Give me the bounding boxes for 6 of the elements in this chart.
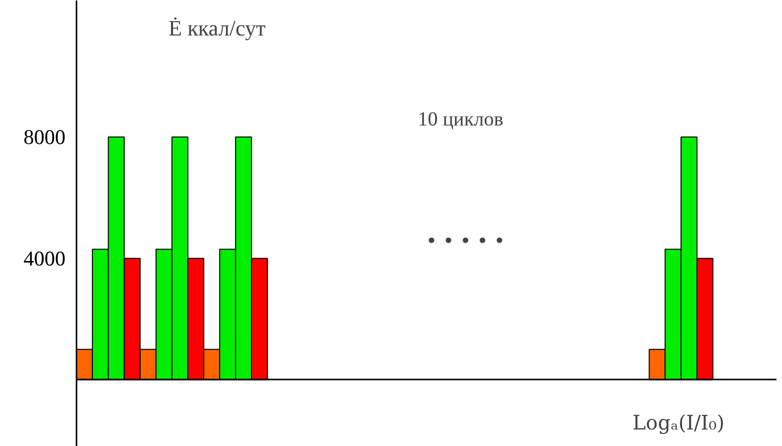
y-tick-label: 4000 xyxy=(24,246,66,270)
annotation: . . . . . xyxy=(427,214,504,250)
annotation: 10 циклов xyxy=(418,108,504,130)
x-axis-title: Logₐ(I/I₀) xyxy=(632,410,725,434)
y-tick-label: 8000 xyxy=(24,125,66,150)
y-axis-title: Ė ккал/сут xyxy=(168,16,266,40)
